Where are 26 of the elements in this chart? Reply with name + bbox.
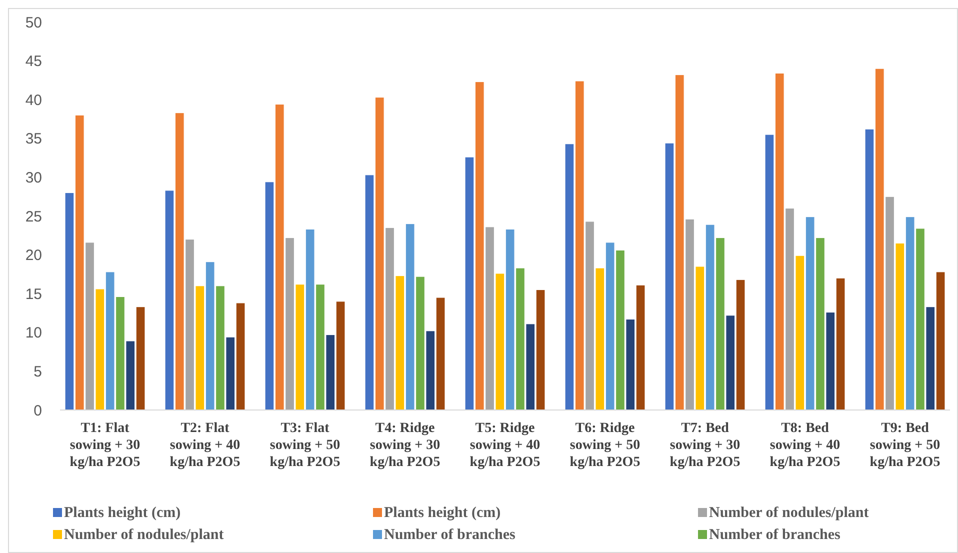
y-tick-label: 25 (25, 208, 42, 226)
y-tick-label: 45 (25, 53, 42, 70)
y-tick-label: 50 (25, 14, 42, 32)
y-tick-label: 5 (34, 363, 42, 380)
y-tick-label: 10 (25, 324, 42, 342)
y-tick-label: 40 (25, 92, 42, 109)
y-tick-label: 30 (25, 169, 42, 186)
x-tick-label: T5: Ridge sowing + 40 kg/ha P2O5 (470, 421, 540, 470)
x-tick-label: T8: Bed sowing + 40 kg/ha P2O5 (770, 421, 840, 470)
y-tick-label: 15 (25, 286, 42, 303)
legend-label: Number of branches (709, 527, 841, 543)
y-tick-label: 35 (25, 130, 42, 148)
x-tick-label: T4: Ridge sowing + 30 kg/ha P2O5 (370, 421, 440, 470)
y-tick-label: 20 (25, 247, 42, 264)
legend-label: Number of nodules/plant (64, 527, 224, 543)
x-tick-label: T2: Flat sowing + 40 kg/ha P2O5 (170, 421, 240, 470)
x-tick-label: T9: Bed sowing + 50 kg/ha P2O5 (870, 421, 940, 470)
y-tick-label: 0 (34, 402, 42, 420)
x-tick-label: T7: Bed sowing + 30 kg/ha P2O5 (670, 421, 740, 470)
legend-label: Plants height (cm) (64, 505, 181, 521)
x-tick-label: T6: Ridge sowing + 50 kg/ha P2O5 (570, 421, 640, 470)
x-tick-label: T1: Flat sowing + 30 kg/ha P2O5 (70, 421, 140, 470)
legend-label: Plants height (cm) (384, 505, 501, 521)
legend-label: Number of branches (384, 527, 516, 543)
x-tick-label: T3: Flat sowing + 50 kg/ha P2O5 (270, 421, 340, 470)
legend-label: Number of nodules/plant (709, 505, 869, 521)
